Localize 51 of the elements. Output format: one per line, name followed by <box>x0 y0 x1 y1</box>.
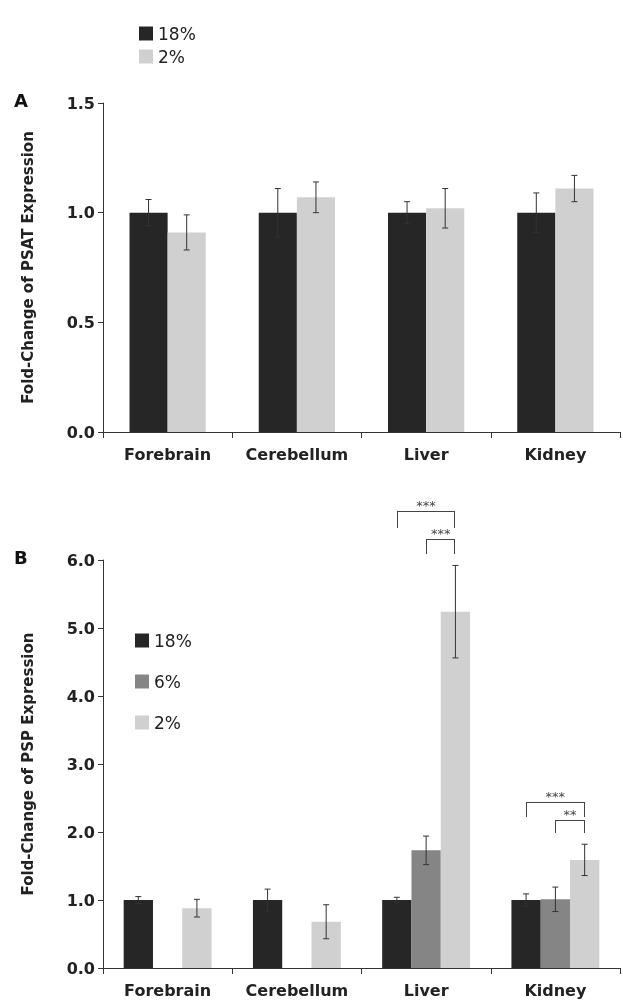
y-tick-label: 3.0 <box>66 754 95 774</box>
bar <box>182 908 212 968</box>
y-axis-title: Fold-Change of PSAT Expression <box>18 131 37 404</box>
y-tick-label: 0.0 <box>66 422 95 442</box>
text: B <box>14 546 28 568</box>
bar <box>517 212 556 432</box>
y-axis-title: Fold-Change of PSP Expression <box>18 632 37 896</box>
bar <box>123 900 153 968</box>
annotation: ** <box>562 807 578 823</box>
x-tick-label: Liver <box>403 980 449 1000</box>
legend-label: 2% <box>154 712 181 733</box>
x-tick-label: Cerebellum <box>245 980 349 1000</box>
bar <box>411 850 441 968</box>
y-tick-label: 6.0 <box>66 550 95 570</box>
bar <box>388 212 427 432</box>
y-tick-label: 2.0 <box>66 822 95 842</box>
bar <box>570 859 600 968</box>
significance-bracket: *** <box>396 500 456 529</box>
y-tick-label: 1.0 <box>66 203 95 223</box>
y-tick-label: 4.0 <box>66 686 95 706</box>
bar <box>129 212 168 432</box>
x-tick-label: Forebrain <box>124 980 212 1000</box>
x-tick-label: Forebrain <box>124 444 212 464</box>
legend-label: 18% <box>158 23 196 44</box>
bar <box>440 611 471 968</box>
y-tick-label: 1.0 <box>66 890 95 910</box>
text: A <box>14 89 28 111</box>
bar <box>296 197 335 432</box>
bar <box>555 188 594 432</box>
significance-bracket: ** <box>555 809 585 834</box>
bar <box>540 899 571 968</box>
y-tick-label: 1.5 <box>66 93 95 113</box>
annotation: *** <box>544 789 567 805</box>
bar <box>426 208 465 432</box>
significance-bracket: *** <box>426 527 456 554</box>
legend-label: 18% <box>154 630 192 651</box>
x-tick-label: Kidney <box>524 980 587 1000</box>
bar <box>382 900 412 968</box>
x-tick-label: Cerebellum <box>245 444 349 464</box>
legend-label: 6% <box>154 671 181 692</box>
y-tick-label: 0.0 <box>66 958 95 978</box>
bar <box>252 900 283 968</box>
x-tick-label: Liver <box>403 444 449 464</box>
bar <box>258 212 297 432</box>
x-tick-label: Kidney <box>524 444 587 464</box>
y-tick-label: 5.0 <box>66 618 95 638</box>
bar <box>511 900 541 968</box>
bar <box>311 921 341 968</box>
y-tick-label: 0.5 <box>66 312 95 332</box>
bar <box>167 232 206 432</box>
legend-label: 2% <box>158 46 185 67</box>
